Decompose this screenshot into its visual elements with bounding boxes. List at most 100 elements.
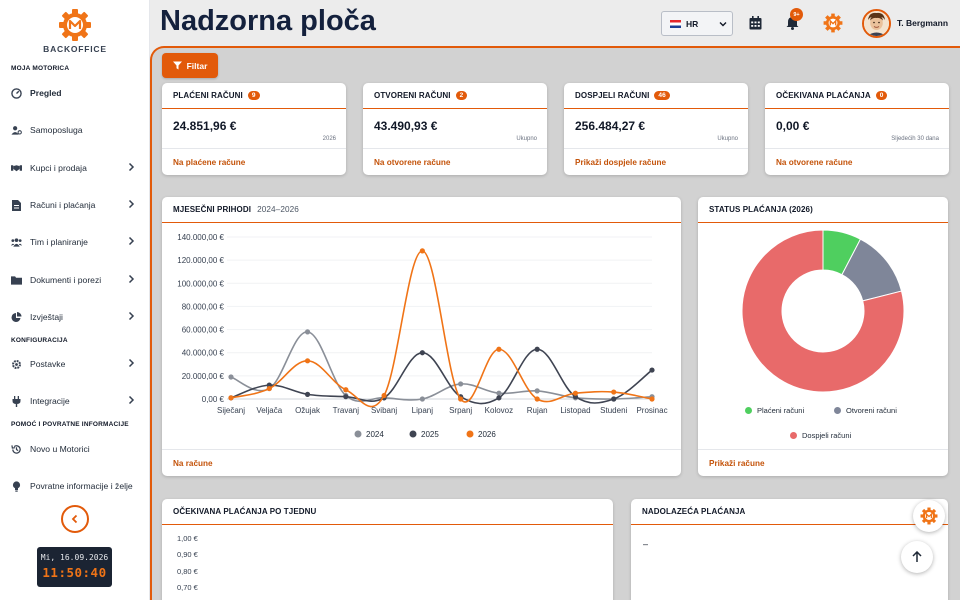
- filter-button[interactable]: Filtar: [162, 53, 218, 78]
- sidebar-item-label: Samoposluga: [30, 125, 83, 135]
- data-point-2026: [649, 396, 655, 402]
- sidebar-item-label: Računi i plaćanja: [30, 200, 96, 210]
- sidebar-item-racuni[interactable]: Računi i plaćanja: [0, 193, 150, 217]
- stat-subtitle: Ukupno: [717, 136, 738, 142]
- sidebar-item-integracije[interactable]: Integracije: [0, 389, 150, 413]
- scroll-to-top-button[interactable]: [901, 541, 933, 573]
- stat-card-header: DOSPJELI RAČUNI 46: [564, 83, 748, 109]
- collapse-sidebar-button[interactable]: [61, 505, 89, 533]
- sidebar-item-pregled[interactable]: Pregled: [0, 81, 150, 105]
- donut-legend-item[interactable]: Dospjeli računi: [790, 431, 851, 440]
- legend-label: Otvoreni računi: [846, 406, 897, 415]
- data-point-2026: [572, 390, 579, 396]
- page-title: Nadzorna ploča: [160, 5, 376, 37]
- handshake-icon: [11, 163, 22, 174]
- expected-open-invoices-link[interactable]: Na otvorene račune: [765, 148, 949, 175]
- series-line-2026: [230, 250, 653, 408]
- weekly-y-tick: 0,90 €: [177, 550, 198, 559]
- monthly-revenue-chart: 0,00 € 20.000,00 € 40.000,00 € 60.000,00 € 8…: [177, 233, 667, 439]
- gauge-icon: [11, 87, 22, 99]
- paid-invoices-link[interactable]: Na plaćene račune: [162, 148, 346, 175]
- invoice-icon: [11, 199, 22, 211]
- stat-card-open: OTVORENI RAČUNI 2 43.490,93 € Ukupno Na …: [363, 83, 547, 175]
- chevron-right-icon: [128, 199, 135, 209]
- motorica-app-button[interactable]: [822, 12, 844, 34]
- donut-legend-item[interactable]: Otvoreni računi: [834, 406, 897, 415]
- invoices-link[interactable]: Na račune: [162, 449, 681, 476]
- stat-subtitle: 2026: [322, 136, 336, 142]
- weekly-y-tick: 0,80 €: [177, 567, 198, 576]
- motorica-gear-icon: [823, 13, 843, 33]
- sidebar-item-izvjestaji[interactable]: Izvještaji: [0, 305, 150, 329]
- calendar-button[interactable]: [746, 14, 764, 32]
- upcoming-payments-card: NADOLAZEĆA PLAĆANJA –: [631, 499, 948, 600]
- plug-icon: [11, 395, 22, 407]
- language-select[interactable]: HR: [661, 11, 733, 36]
- motorica-assistant-button[interactable]: [913, 500, 945, 532]
- chevron-left-icon: [71, 514, 78, 524]
- data-point-2026: [381, 392, 387, 399]
- count-badge: 0: [875, 91, 888, 100]
- data-point-2025: [611, 396, 617, 402]
- sidebar-item-tim[interactable]: Tim i planiranje: [0, 230, 150, 254]
- data-point-2024: [228, 374, 234, 380]
- clock-date: Mi, 16.09.2026: [40, 553, 109, 562]
- sidebar-item-label: Novo u Motorici: [30, 444, 90, 454]
- open-invoices-link[interactable]: Na otvorene račune: [363, 148, 547, 175]
- legend-dot: [354, 430, 362, 438]
- monthly-revenue-header: MJESEČNI PRIHODI 2024–2026: [162, 197, 681, 223]
- stat-subtitle: Sljedećih 30 dana: [891, 136, 939, 142]
- stat-card-title: PLAĆENI RAČUNI: [173, 91, 243, 100]
- legend-label: 2026: [478, 430, 496, 439]
- user-name[interactable]: T. Bergmann: [897, 18, 949, 28]
- user-avatar-icon: [864, 11, 889, 36]
- data-point-2025: [304, 391, 311, 397]
- data-point-2024: [496, 390, 502, 396]
- sidebar-item-kupci[interactable]: Kupci i prodaja: [0, 156, 150, 180]
- legend-label: 2025: [421, 430, 439, 439]
- x-tick-label: Prosinac: [636, 406, 667, 415]
- count-badge: 2: [455, 91, 468, 100]
- show-invoices-link[interactable]: Prikaži račune: [698, 449, 948, 476]
- legend-item-2026[interactable]: 2026: [466, 430, 497, 439]
- y-tick-label: 60.000,00 €: [182, 326, 225, 335]
- y-tick-label: 0,00 €: [202, 395, 225, 404]
- motorica-logo-icon[interactable]: [58, 8, 92, 42]
- y-tick-label: 120.000,00 €: [177, 256, 224, 265]
- sidebar-item-samoposluga[interactable]: Samoposluga: [0, 118, 150, 142]
- sidebar-item-label: Dokumenti i porezi: [30, 275, 102, 285]
- language-value: HR: [686, 18, 699, 29]
- sidebar-item-povratne[interactable]: Povratne informacije i želje: [0, 474, 150, 498]
- x-tick-label: Studeni: [600, 406, 627, 415]
- legend-label: 2024: [366, 430, 384, 439]
- x-tick-label: Srpanj: [449, 406, 472, 415]
- avatar[interactable]: [862, 9, 891, 38]
- donut-slice: [741, 229, 905, 393]
- legend-item-2025[interactable]: 2025: [409, 430, 440, 439]
- data-point-2026: [304, 358, 311, 364]
- donut-legend-item[interactable]: Plaćeni računi: [745, 406, 804, 415]
- chevron-right-icon: [128, 274, 135, 284]
- section-label-main: MOJA MOTORICA: [11, 65, 70, 72]
- filter-icon: [172, 61, 182, 70]
- payment-status-title: STATUS PLAĆANJA (2026): [709, 205, 813, 214]
- sidebar-item-label: Integracije: [30, 396, 70, 406]
- sidebar-item-label: Tim i planiranje: [30, 237, 88, 247]
- sidebar: BACKOFFICE MOJA MOTORICA Pregled Samopos…: [0, 0, 150, 600]
- sidebar-item-novo[interactable]: Novo u Motorici: [0, 437, 150, 461]
- data-point-2026: [458, 396, 464, 402]
- x-tick-label: Svibanj: [371, 406, 397, 415]
- sidebar-item-postavke[interactable]: Postavke: [0, 352, 150, 376]
- x-tick-label: Rujan: [527, 406, 548, 415]
- legend-label: Dospjeli računi: [802, 431, 852, 440]
- stat-value: 24.851,96 €: [173, 119, 237, 133]
- pie-icon: [11, 311, 22, 323]
- sidebar-item-dokumenti[interactable]: Dokumenti i porezi: [0, 268, 150, 292]
- payment-status-donut: [741, 229, 905, 393]
- data-point-2025: [496, 395, 502, 401]
- overdue-invoices-link[interactable]: Prikaži dospjele račune: [564, 148, 748, 175]
- legend-item-2024[interactable]: 2024: [354, 430, 385, 439]
- data-point-2024: [419, 396, 425, 402]
- chevron-right-icon: [128, 236, 135, 246]
- x-tick-label: Lipanj: [412, 406, 434, 415]
